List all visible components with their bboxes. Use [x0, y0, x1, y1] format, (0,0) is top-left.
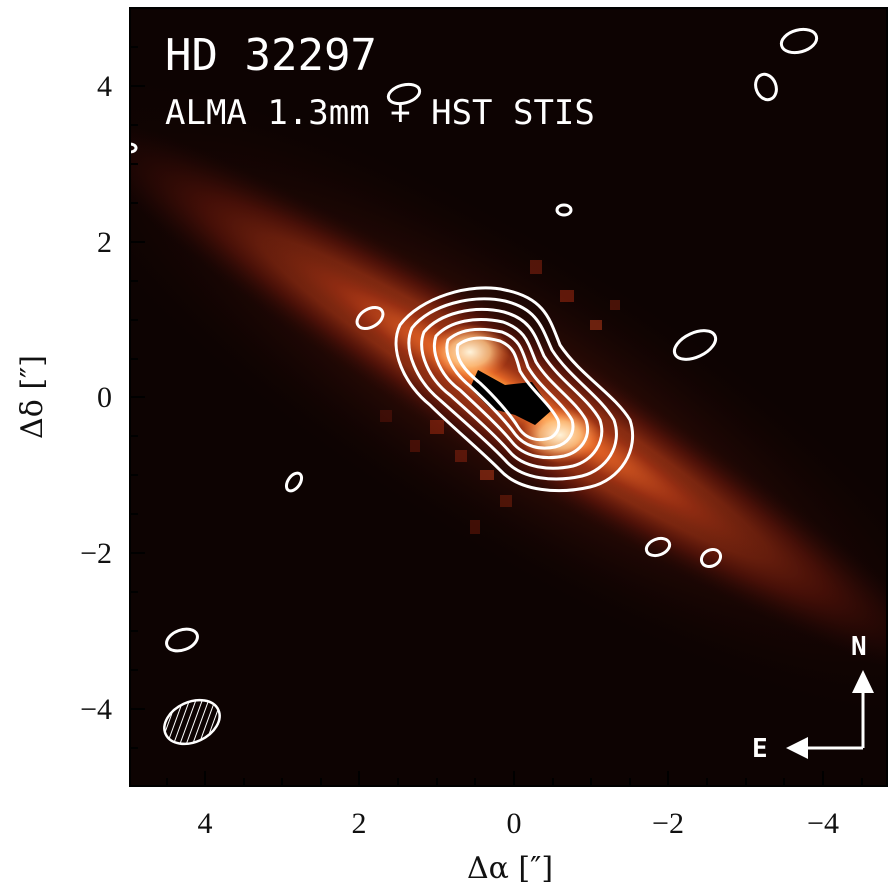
x-tick-label: −4 [807, 807, 839, 840]
coronagraph-mask [470, 370, 552, 425]
x-tick-label: 0 [507, 807, 522, 840]
compass [786, 670, 874, 759]
image-panel: N E HD 32297 ALMA 1.3mm + HST STIS [130, 8, 887, 786]
compass-east-label: E [752, 734, 768, 764]
x-axis-title: Δα [″] [467, 851, 553, 886]
figure-title: HD 32297 [165, 30, 377, 81]
y-axis-title: Δδ [″] [15, 355, 50, 439]
x-tick-label: −2 [652, 807, 684, 840]
y-tick-label: −2 [80, 537, 112, 570]
compass-north-label: N [851, 632, 867, 662]
y-tick-label: −4 [80, 693, 112, 726]
figure-subtitle: ALMA 1.3mm + HST STIS [165, 93, 595, 133]
x-tick-label: 4 [198, 807, 213, 840]
psf-residual-noise [380, 260, 620, 534]
y-tick-label: 2 [97, 226, 112, 259]
y-tick-label: 0 [97, 381, 112, 414]
alma-contours [130, 27, 819, 653]
beam-ellipse [163, 698, 221, 746]
axis-ticks [130, 46, 863, 786]
y-tick-label: 4 [97, 70, 112, 103]
x-tick-label: 2 [352, 807, 367, 840]
